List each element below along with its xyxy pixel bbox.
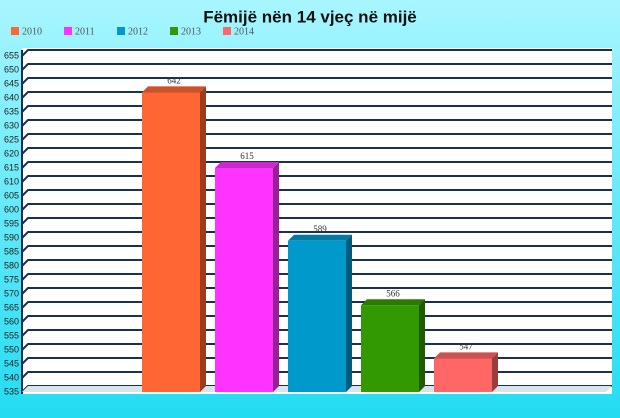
bar (434, 358, 492, 392)
y-tick-label: 655 (4, 50, 19, 60)
y-tick-label: 605 (4, 190, 19, 200)
bar-top (142, 86, 206, 93)
bar-side (419, 299, 425, 392)
legend-swatch (11, 27, 19, 35)
value-label: 547 (459, 341, 473, 351)
bar (142, 92, 200, 393)
y-tick-label: 565 (4, 302, 19, 312)
y-tick-label: 560 (4, 316, 19, 326)
grid-line (21, 273, 612, 281)
legend-label: 2012 (128, 26, 148, 37)
legend-label: 2013 (181, 26, 201, 37)
legend-swatch (223, 27, 231, 35)
grid-line (21, 91, 612, 99)
y-tick-label: 610 (4, 176, 19, 186)
legend-swatch (64, 27, 72, 35)
grid-line (21, 231, 612, 239)
y-tick-label: 650 (4, 64, 19, 74)
legend-swatch (117, 27, 125, 35)
grid-line (21, 217, 612, 225)
chart-title: Fëmijë nën 14 vjeç në mijë (203, 7, 417, 26)
y-tick-label: 575 (4, 274, 19, 284)
y-tick-label: 550 (4, 344, 19, 354)
grid-line (21, 203, 612, 211)
bar (361, 305, 419, 392)
bar-side (200, 86, 206, 393)
legend-label: 2010 (22, 26, 42, 37)
value-label: 566 (386, 288, 400, 298)
bar-side (273, 162, 279, 392)
bar (288, 240, 346, 392)
grid-line (21, 175, 612, 183)
legend-label: 2014 (234, 26, 254, 37)
bar-side (346, 234, 352, 392)
grid-line (21, 287, 612, 295)
y-tick-label: 630 (4, 120, 19, 130)
y-tick-label: 555 (4, 330, 19, 340)
y-tick-label: 545 (4, 358, 19, 368)
grid-line (21, 63, 612, 71)
grid-line (21, 147, 612, 155)
grid-line (21, 245, 612, 253)
y-tick-label: 615 (4, 162, 19, 172)
y-tick-label: 640 (4, 92, 19, 102)
y-tick-label: 635 (4, 106, 19, 116)
value-label: 589 (313, 224, 327, 234)
y-tick-label: 620 (4, 148, 19, 158)
grid-line (21, 105, 612, 113)
bar-top (288, 234, 352, 241)
grid-line (21, 133, 612, 141)
bar-side (492, 352, 498, 392)
y-tick-label: 645 (4, 78, 19, 88)
y-tick-label: 580 (4, 260, 19, 270)
legend-label: 2011 (75, 26, 95, 37)
y-tick-label: 625 (4, 134, 19, 144)
y-tick-label: 595 (4, 218, 19, 228)
bar-top (361, 299, 425, 306)
bar (215, 168, 273, 392)
bar-top (215, 162, 279, 168)
y-tick-label: 600 (4, 204, 19, 214)
value-label: 615 (240, 151, 254, 161)
grid-line (21, 49, 612, 57)
y-tick-label: 585 (4, 246, 19, 256)
y-tick-label: 590 (4, 232, 19, 242)
bar-top (434, 352, 498, 359)
y-tick-label: 535 (4, 386, 19, 396)
legend-swatch (170, 27, 178, 35)
grid-line (21, 161, 612, 169)
value-label: 642 (167, 75, 181, 85)
grid-line (21, 119, 612, 127)
y-tick-label: 570 (4, 288, 19, 298)
y-tick-label: 540 (4, 372, 19, 382)
grid-line (21, 259, 612, 267)
grid-line (21, 77, 612, 85)
grid-line (21, 189, 612, 197)
